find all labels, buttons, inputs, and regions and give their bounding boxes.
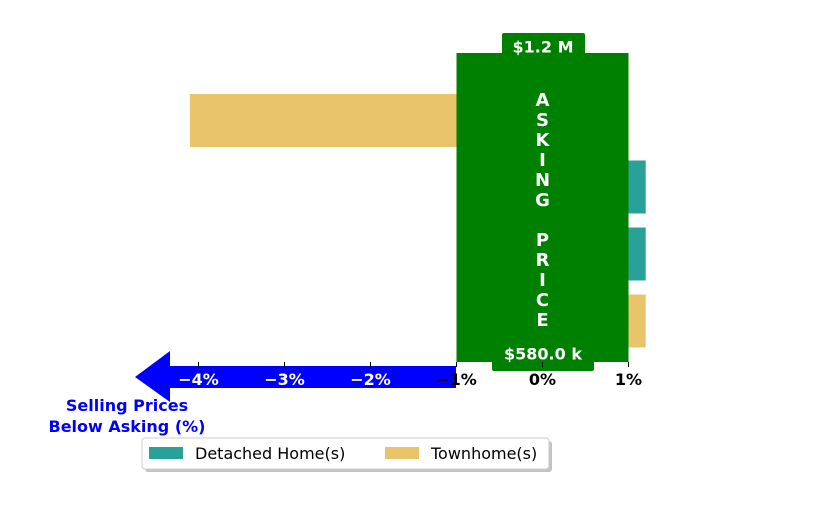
asking-price-letter: P xyxy=(536,230,549,251)
top-price-label-box xyxy=(502,33,585,60)
asking-price-letter: G xyxy=(535,190,550,211)
x-tick-label: −1% xyxy=(436,370,477,389)
below-asking-arrow-layer: Selling Prices Below Asking (%) xyxy=(49,351,456,436)
x-tick-label: −3% xyxy=(264,370,305,389)
legend-swatch xyxy=(385,447,419,459)
legend-box xyxy=(141,437,550,470)
asking-price-letter: I xyxy=(539,270,546,291)
asking-price-band xyxy=(456,53,629,362)
legend-label: Detached Home(s) xyxy=(195,444,345,463)
top-price-label: $1.2 M xyxy=(513,38,574,57)
bottom-price-label: $580.0 k xyxy=(504,345,582,364)
asking-price-letter: N xyxy=(535,170,550,191)
arrow-label-line1: Selling Prices xyxy=(66,396,188,415)
x-axis: −4% −3% −2% −1% 0% 1% xyxy=(178,362,642,389)
arrow-label-line2: Below Asking (%) xyxy=(49,417,206,436)
asking-price-letter: A xyxy=(536,90,550,111)
legend: Detached Home(s) Townhome(s) xyxy=(141,437,552,472)
asking-price-letter: E xyxy=(536,310,548,331)
legend-swatch xyxy=(149,447,183,459)
asking-price-letter: C xyxy=(536,290,549,311)
bottom-price-label-box xyxy=(492,341,594,371)
asking-price-letter: S xyxy=(536,110,549,131)
asking-price-letter: R xyxy=(536,250,550,271)
x-tick-label: 0% xyxy=(529,370,556,389)
legend-label: Townhome(s) xyxy=(430,444,537,463)
asking-price-letter: K xyxy=(536,130,551,151)
x-tick-label: −2% xyxy=(350,370,391,389)
asking-price-letter: I xyxy=(539,150,546,171)
x-tick-label: 1% xyxy=(615,370,642,389)
x-tick-label: −4% xyxy=(178,370,219,389)
below-asking-arrow xyxy=(135,351,456,402)
